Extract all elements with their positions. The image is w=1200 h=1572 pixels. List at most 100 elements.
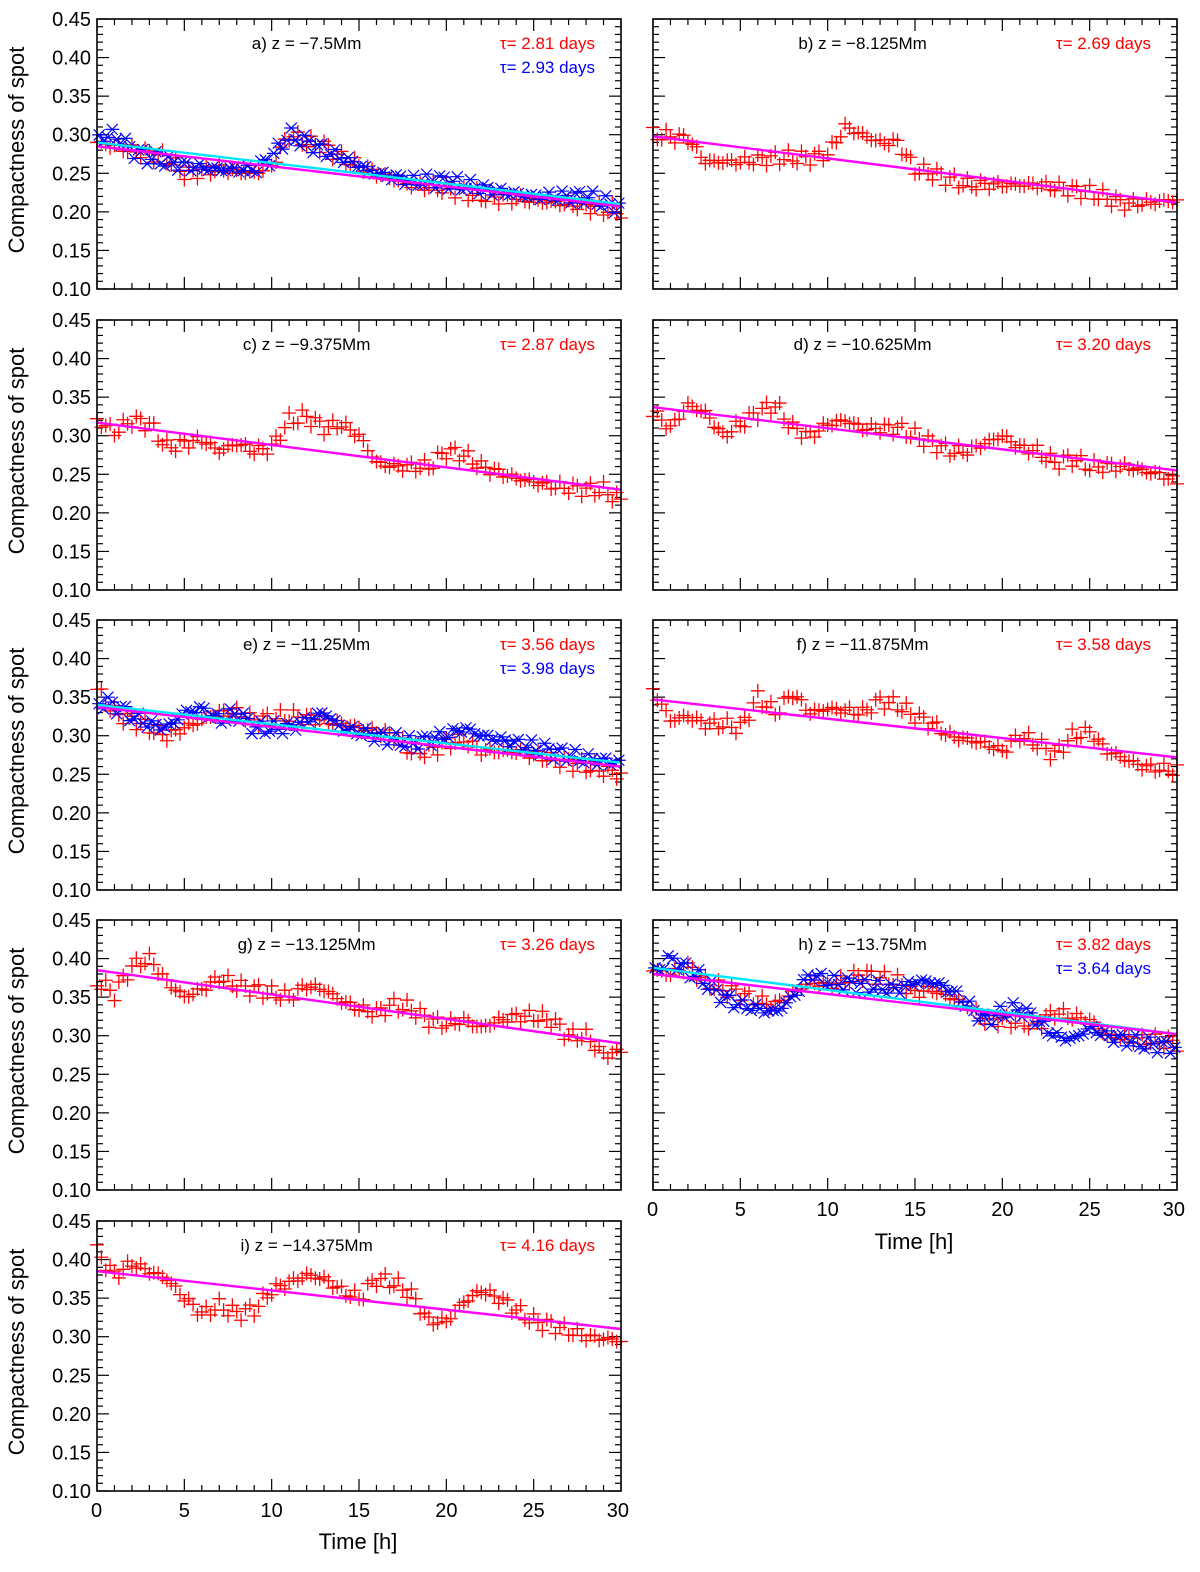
data-point	[1073, 448, 1088, 463]
data-point	[159, 733, 174, 748]
data-point	[192, 157, 207, 170]
data-point	[960, 448, 975, 463]
data-point	[275, 143, 290, 156]
x-tick-label: 20	[435, 1500, 457, 1522]
data-point	[463, 173, 478, 186]
data-point	[356, 433, 371, 448]
data-point	[583, 476, 598, 491]
plot-frame	[652, 919, 1178, 1191]
y-axis-title-row2: Compactness of spot	[4, 348, 29, 555]
y-tick-label: 0.35	[52, 987, 91, 1009]
data-point	[999, 745, 1014, 760]
data-point	[277, 420, 292, 435]
x-tick-label: 5	[735, 1199, 746, 1221]
data-point	[378, 1267, 393, 1282]
panel-title: i) z = −14.375Mm	[240, 1236, 372, 1255]
data-point	[122, 714, 137, 727]
data-point	[746, 695, 761, 710]
data-point	[247, 1308, 262, 1323]
data-point	[404, 1282, 419, 1297]
x-tick-label: 5	[179, 1500, 190, 1522]
tau-label-red: τ= 2.81 days	[500, 34, 595, 53]
y-axis-title-row1: Compactness of spot	[4, 47, 29, 254]
y-axis-title-row4: Compactness of spot	[4, 948, 29, 1155]
data-point	[461, 443, 476, 458]
data-point	[478, 194, 493, 209]
data-point	[607, 206, 622, 219]
fit-line-red	[652, 405, 1178, 472]
tau-label-red: τ= 2.69 days	[1056, 34, 1151, 53]
data-point	[319, 150, 334, 163]
data-point	[273, 702, 288, 717]
y-tick-label: 0.30	[52, 726, 91, 748]
data-point	[1017, 438, 1032, 453]
data-point	[881, 417, 896, 432]
x-tick-label: 0	[647, 1199, 658, 1221]
data-point	[539, 1012, 554, 1027]
fit-line-red	[96, 421, 622, 491]
data-point	[956, 178, 971, 193]
y-tick-label: 0.45	[52, 910, 91, 932]
data-point	[282, 406, 297, 421]
data-point	[186, 1297, 201, 1312]
plot-frame	[96, 319, 622, 591]
data-point	[537, 737, 552, 750]
panel-d: d) z = −10.625Mm τ= 3.20 days	[646, 319, 1184, 591]
data-point	[129, 951, 144, 966]
tau-label-red: τ= 3.20 days	[1056, 335, 1151, 354]
data-point	[1043, 752, 1058, 767]
data-point	[1150, 1046, 1165, 1059]
data-point	[890, 967, 905, 982]
y-tick-label: 0.15	[52, 841, 91, 863]
data-point	[870, 974, 885, 987]
fit-line-red	[96, 705, 622, 768]
data-point	[755, 150, 770, 165]
data-point	[1167, 1041, 1182, 1054]
data-point	[735, 994, 750, 1006]
data-point	[583, 1034, 598, 1049]
y-tick-label: 0.45	[52, 9, 91, 31]
data-point	[833, 129, 848, 144]
panel-e: 0.10 0.15 0.20 0.25 0.30 0.35 0.40 0.45 e) z = −…	[52, 610, 628, 902]
data-point	[1021, 725, 1036, 740]
panel-title: c) z = −9.375Mm	[243, 335, 371, 354]
data-point	[487, 1288, 502, 1303]
data-point	[1052, 461, 1067, 476]
data-point	[212, 1291, 227, 1306]
series-red	[90, 1237, 628, 1349]
data-point	[759, 395, 774, 410]
data-point	[245, 164, 260, 177]
y-tick-label: 0.35	[52, 687, 91, 709]
y-tick-label: 0.20	[52, 1103, 91, 1125]
plot-frame	[652, 319, 1178, 591]
y-tick-label: 0.40	[52, 48, 91, 70]
data-point	[369, 1279, 384, 1294]
data-point	[439, 1018, 454, 1033]
data-point	[1060, 448, 1075, 463]
plot-frame	[96, 619, 622, 891]
data-point	[596, 769, 611, 784]
y-tick-label: 0.20	[52, 803, 91, 825]
data-point	[561, 486, 576, 501]
x-tick-label: 30	[607, 1500, 629, 1522]
y-tick-label: 0.10	[52, 1180, 91, 1202]
data-point	[1073, 191, 1088, 206]
data-point	[1008, 1016, 1023, 1031]
data-point	[598, 189, 613, 202]
data-point	[659, 703, 674, 718]
data-point	[568, 743, 583, 756]
data-point	[469, 461, 484, 476]
x-tick-label: 15	[904, 1199, 926, 1221]
y-tick-label: 0.10	[52, 880, 91, 902]
data-point	[408, 1010, 423, 1025]
data-point	[1126, 191, 1141, 206]
panel-b: b) z = −8.125Mm τ= 2.69 days	[646, 18, 1184, 290]
data-point	[432, 169, 447, 182]
data-point	[410, 743, 425, 755]
data-point	[1065, 722, 1080, 737]
fit-line-red	[652, 698, 1178, 759]
x-axis-title-left: Time [h]	[319, 1529, 398, 1554]
data-point	[886, 689, 901, 704]
data-point	[181, 440, 196, 455]
data-point	[654, 132, 669, 147]
